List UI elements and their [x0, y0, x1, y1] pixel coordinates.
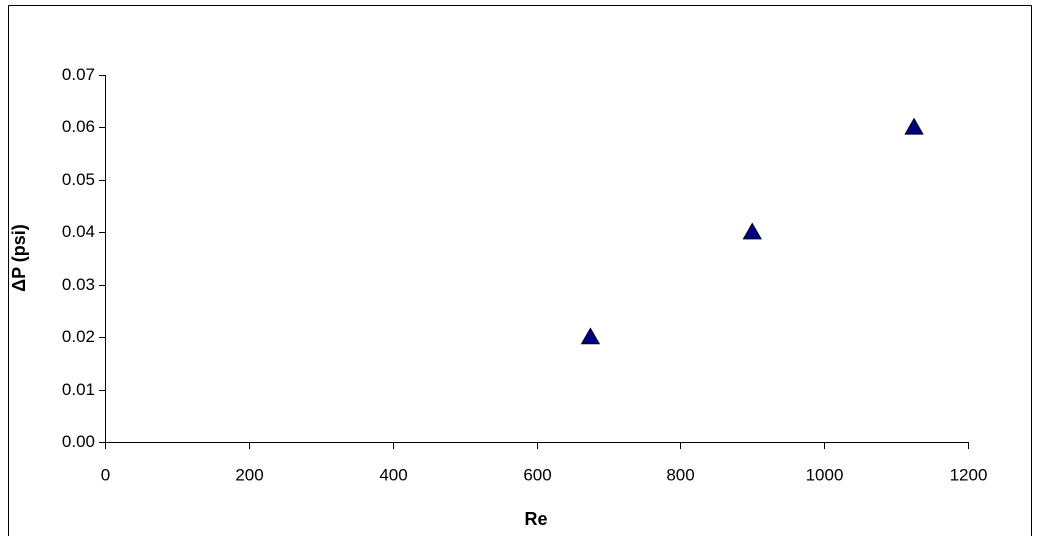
- x-tick-label: 200: [235, 465, 263, 484]
- y-axis-title: ΔP (psi): [9, 224, 29, 292]
- y-tick-label: 0.02: [62, 327, 95, 346]
- y-tick-label: 0.01: [62, 380, 95, 399]
- x-tick-label: 1200: [950, 465, 988, 484]
- data-point: [905, 118, 923, 134]
- x-tick-label: 0: [101, 465, 110, 484]
- y-tick-label: 0.05: [62, 170, 95, 189]
- y-tick-label: 0.00: [62, 432, 95, 451]
- y-tick-label: 0.07: [62, 65, 95, 84]
- x-tick-label: 1000: [806, 465, 844, 484]
- x-tick-label: 800: [666, 465, 694, 484]
- y-tick-label: 0.04: [62, 222, 95, 241]
- chart: Re ΔP (psi) 0.00 0.01 0.02 0.03 0.04 0.05 0.06…: [0, 0, 1039, 536]
- data-point: [743, 223, 761, 239]
- x-tick-label: 400: [379, 465, 407, 484]
- page: {"chart_data": {"type": "scatter", "x_la…: [0, 0, 1039, 536]
- data-point: [581, 328, 599, 344]
- y-tick-label: 0.03: [62, 275, 95, 294]
- x-tick-label: 600: [523, 465, 551, 484]
- y-tick-label: 0.06: [62, 117, 95, 136]
- x-axis-title: Re: [524, 509, 547, 529]
